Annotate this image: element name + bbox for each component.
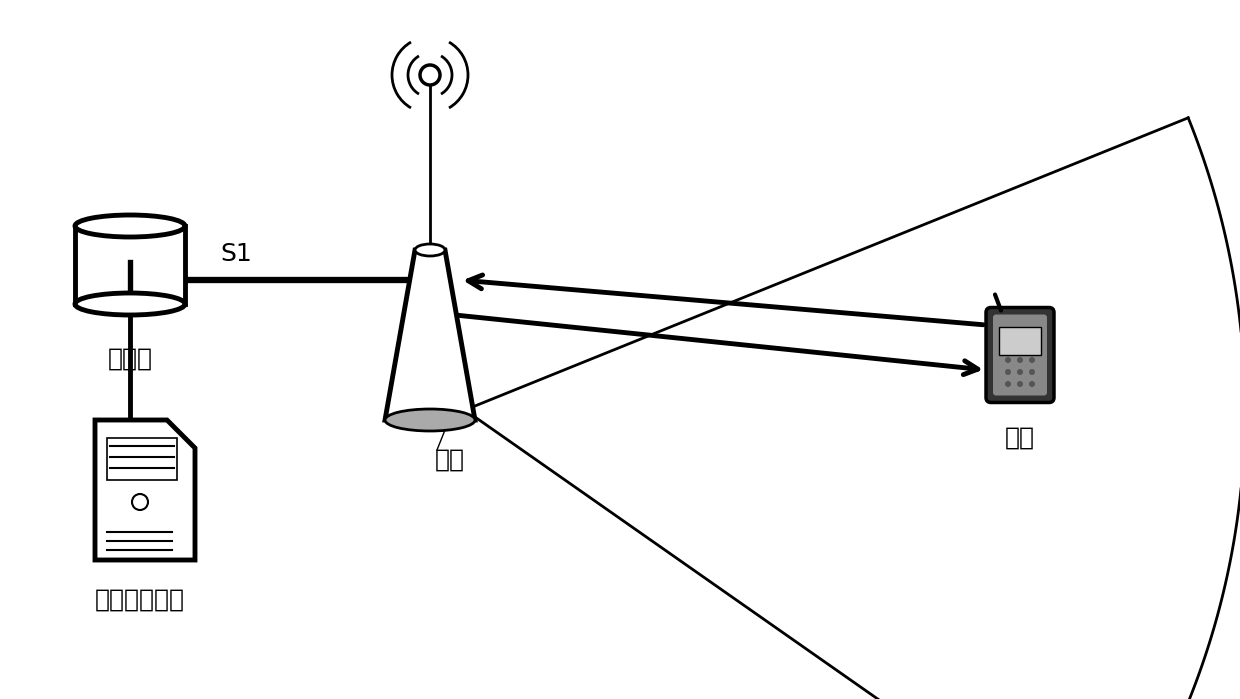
- FancyBboxPatch shape: [986, 308, 1054, 403]
- Text: 操作维护中心: 操作维护中心: [95, 588, 185, 612]
- Circle shape: [1029, 357, 1035, 363]
- Ellipse shape: [415, 244, 445, 256]
- Circle shape: [420, 65, 440, 85]
- FancyBboxPatch shape: [993, 315, 1047, 396]
- Circle shape: [1004, 369, 1011, 375]
- Text: S1: S1: [219, 242, 252, 266]
- Polygon shape: [95, 420, 195, 560]
- Ellipse shape: [74, 215, 185, 237]
- Text: 基站: 基站: [435, 448, 465, 472]
- Circle shape: [1017, 381, 1023, 387]
- Circle shape: [1017, 357, 1023, 363]
- Polygon shape: [384, 250, 475, 420]
- Circle shape: [1004, 381, 1011, 387]
- Circle shape: [1029, 369, 1035, 375]
- Ellipse shape: [384, 409, 475, 431]
- Circle shape: [1029, 381, 1035, 387]
- Text: 核心网: 核心网: [108, 347, 153, 371]
- Circle shape: [1004, 357, 1011, 363]
- Bar: [77, 304, 184, 315]
- Circle shape: [1017, 369, 1023, 375]
- Bar: [999, 326, 1042, 354]
- Bar: [74, 226, 185, 304]
- Bar: [107, 438, 177, 480]
- Text: 终端: 终端: [1004, 426, 1035, 449]
- Circle shape: [131, 494, 148, 510]
- Ellipse shape: [74, 293, 185, 315]
